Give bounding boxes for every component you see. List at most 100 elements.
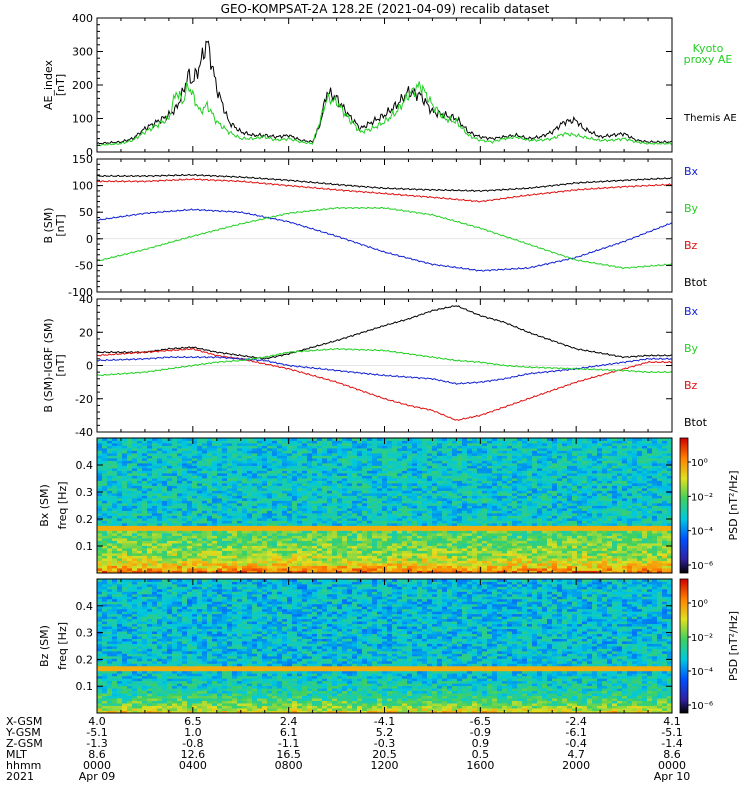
heatmap-cell — [657, 548, 662, 551]
heatmap-cell — [132, 528, 137, 531]
heatmap-cell — [297, 553, 302, 556]
heatmap-cell — [197, 566, 202, 569]
heatmap-cell — [182, 566, 187, 569]
heatmap-cell — [227, 498, 232, 501]
heatmap-cell — [377, 563, 382, 566]
heatmap-cell — [112, 541, 117, 544]
heatmap-cell — [627, 523, 632, 526]
heatmap-cell — [242, 563, 247, 566]
heatmap-cell — [467, 531, 472, 534]
heatmap-cell — [177, 546, 182, 549]
heatmap-cell — [537, 568, 542, 571]
heatmap-cell — [217, 543, 222, 546]
heatmap-cell — [372, 533, 377, 536]
heatmap-cell — [217, 553, 222, 556]
heatmap-cell — [312, 503, 317, 506]
heatmap-cell — [622, 556, 627, 559]
heatmap-cell — [272, 503, 277, 506]
heatmap-cell — [577, 486, 582, 489]
heatmap-cell — [302, 551, 307, 554]
heatmap-cell — [302, 556, 307, 559]
heatmap-cell — [637, 513, 642, 516]
heatmap-cell — [522, 533, 527, 536]
heatmap-cell — [227, 523, 232, 526]
heatmap-cell — [652, 553, 657, 556]
heatmap-cell — [362, 531, 367, 534]
heatmap-cell — [302, 491, 307, 494]
heatmap-cell — [372, 481, 377, 484]
heatmap-cell — [182, 523, 187, 526]
heatmap-cell — [97, 536, 102, 539]
heatmap-cell — [622, 508, 627, 511]
heatmap-cell — [207, 516, 212, 519]
heatmap-cell — [602, 506, 607, 509]
heatmap-cell — [657, 476, 662, 479]
heatmap-cell — [532, 478, 537, 481]
heatmap-cell — [297, 568, 302, 571]
heatmap-cell — [422, 493, 427, 496]
heatmap-cell — [147, 541, 152, 544]
heatmap-cell — [302, 473, 307, 476]
heatmap-cell — [557, 478, 562, 481]
heatmap-cell — [192, 521, 197, 524]
heatmap-cell — [452, 538, 457, 541]
heatmap-cell — [172, 526, 177, 529]
heatmap-cell — [122, 483, 127, 486]
heatmap-cell — [242, 471, 247, 474]
heatmap-cell — [432, 563, 437, 566]
heatmap-cell — [497, 543, 502, 546]
heatmap-cell — [547, 551, 552, 554]
heatmap-cell — [452, 553, 457, 556]
heatmap-cell — [197, 511, 202, 514]
heatmap-cell — [202, 516, 207, 519]
heatmap-cell — [187, 501, 192, 504]
heatmap-cell — [297, 493, 302, 496]
heatmap-cell — [417, 481, 422, 484]
heatmap-cell — [647, 508, 652, 511]
heatmap-cell — [452, 556, 457, 559]
heatmap-cell — [152, 531, 157, 534]
heatmap-cell — [212, 533, 217, 536]
heatmap-cell — [597, 473, 602, 476]
heatmap-cell — [527, 496, 532, 499]
heatmap-cell — [577, 531, 582, 534]
heatmap-cell — [592, 563, 597, 566]
heatmap-cell — [572, 536, 577, 539]
heatmap-cell — [437, 526, 442, 529]
heatmap-cell — [502, 516, 507, 519]
heatmap-cell — [202, 491, 207, 494]
heatmap-cell — [397, 526, 402, 529]
heatmap-cell — [627, 568, 632, 571]
heatmap-cell — [342, 526, 347, 529]
heatmap-cell — [427, 481, 432, 484]
heatmap-cell — [277, 511, 282, 514]
heatmap-cell — [317, 501, 322, 504]
heatmap-cell — [277, 471, 282, 474]
heatmap-cell — [272, 536, 277, 539]
heatmap-cell — [327, 538, 332, 541]
heatmap-cell — [652, 568, 657, 571]
heatmap-cell — [332, 553, 337, 556]
heatmap-cell — [662, 566, 667, 569]
heatmap-cell — [617, 481, 622, 484]
heatmap-cell — [322, 471, 327, 474]
heatmap-cell — [407, 556, 412, 559]
heatmap-cell — [112, 503, 117, 506]
heatmap-cell — [637, 556, 642, 559]
heatmap-cell — [432, 538, 437, 541]
heatmap-cell — [562, 538, 567, 541]
heatmap-cell — [192, 498, 197, 501]
heatmap-cell — [417, 528, 422, 531]
heatmap-cell — [152, 471, 157, 474]
heatmap-cell — [237, 486, 242, 489]
heatmap-cell — [442, 478, 447, 481]
heatmap-cell — [242, 561, 247, 564]
heatmap-cell — [137, 511, 142, 514]
heatmap-cell — [337, 516, 342, 519]
heatmap-cell — [412, 481, 417, 484]
heatmap-cell — [577, 498, 582, 501]
heatmap-cell — [237, 498, 242, 501]
heatmap-cell — [352, 498, 357, 501]
heatmap-cell — [652, 541, 657, 544]
heatmap-cell — [552, 518, 557, 521]
